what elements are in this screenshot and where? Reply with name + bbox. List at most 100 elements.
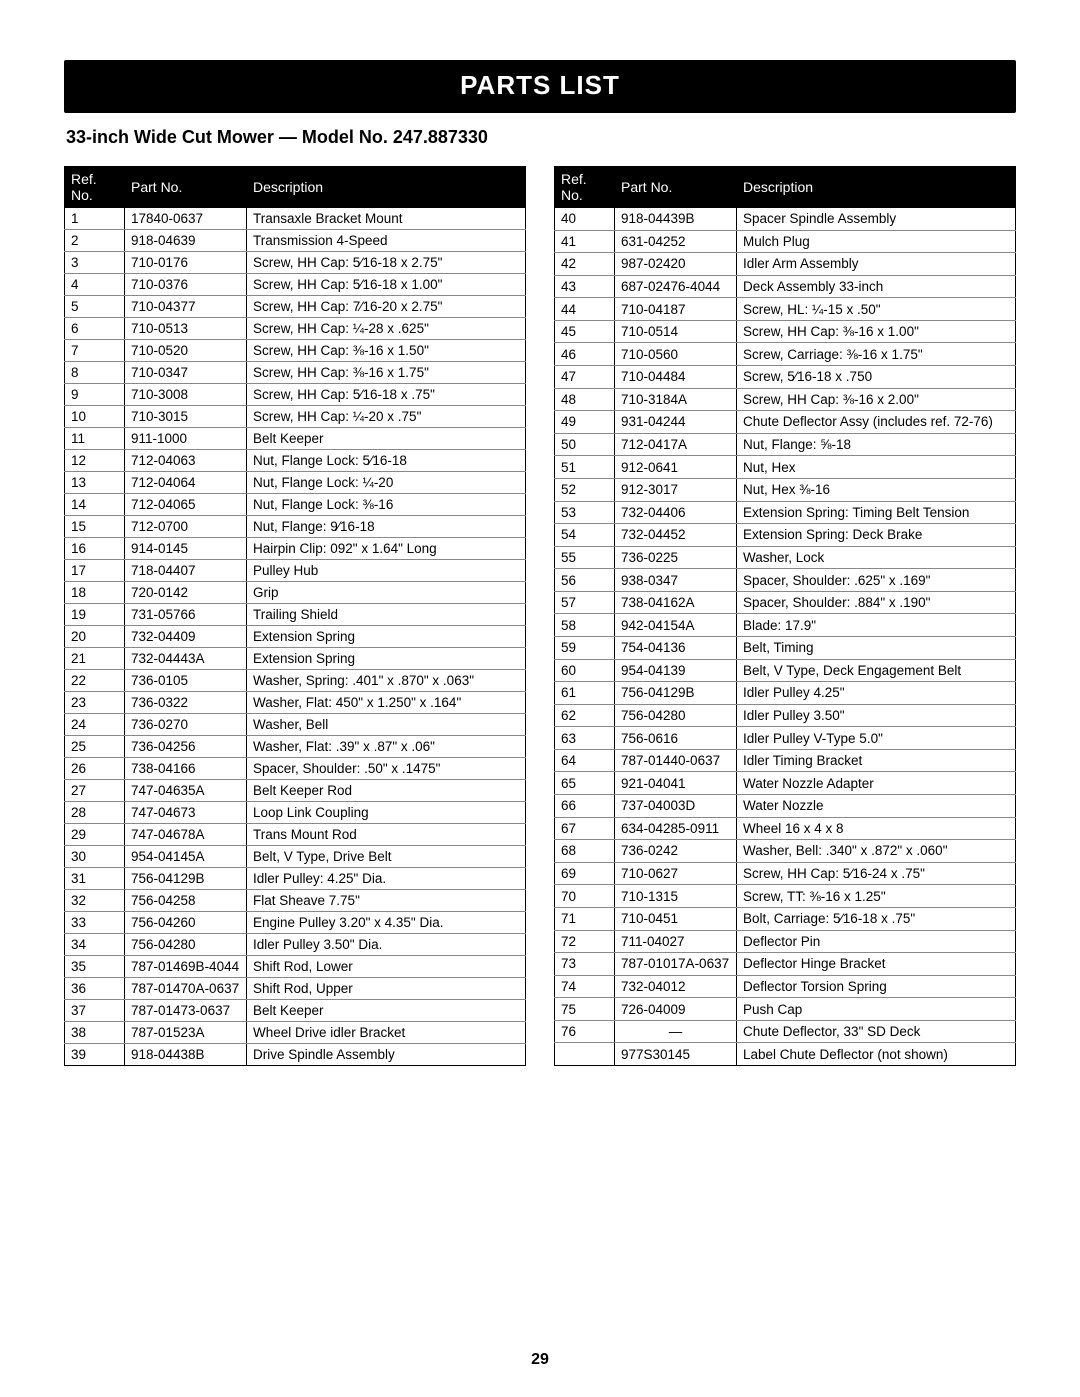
cell-ref: 47 <box>555 366 615 389</box>
cell-ref: 74 <box>555 975 615 998</box>
cell-part: 977S30145 <box>615 1043 737 1066</box>
cell-desc: Screw, HH Cap: ¼-20 x .75" <box>247 406 526 428</box>
table-row: 47710-04484Screw, 5⁄16-18 x .750 <box>555 366 1016 389</box>
cell-desc: Belt Keeper <box>247 1000 526 1022</box>
table-row: 18720-0142Grip <box>65 582 526 604</box>
cell-part: 711-04027 <box>615 930 737 953</box>
table-row: 26738-04166Spacer, Shoulder: .50" x .147… <box>65 758 526 780</box>
table-row: 49931-04244Chute Deflector Assy (include… <box>555 411 1016 434</box>
table-row: 29747-04678ATrans Mount Rod <box>65 824 526 846</box>
table-row: 977S30145Label Chute Deflector (not show… <box>555 1043 1016 1066</box>
table-row: 23736-0322Washer, Flat: 450" x 1.250" x … <box>65 692 526 714</box>
cell-desc: Screw, HH Cap: ⅜-16 x 2.00" <box>737 388 1016 411</box>
table-row: 3710-0176Screw, HH Cap: 5⁄16-18 x 2.75" <box>65 252 526 274</box>
cell-desc: Chute Deflector, 33" SD Deck <box>737 1020 1016 1043</box>
cell-desc: Nut, Hex ⅜-16 <box>737 478 1016 501</box>
table-row: 37787-01473-0637Belt Keeper <box>65 1000 526 1022</box>
cell-desc: Washer, Bell: .340" x .872" x .060" <box>737 840 1016 863</box>
table-row: 35787-01469B-4044Shift Rod, Lower <box>65 956 526 978</box>
cell-desc: Flat Sheave 7.75" <box>247 890 526 912</box>
table-row: 10710-3015Screw, HH Cap: ¼-20 x .75" <box>65 406 526 428</box>
cell-ref: 29 <box>65 824 125 846</box>
cell-part: 787-01523A <box>125 1022 247 1044</box>
cell-part: 918-04438B <box>125 1044 247 1066</box>
table-row: 43687-02476-4044Deck Assembly 33-inch <box>555 275 1016 298</box>
cell-ref: 2 <box>65 230 125 252</box>
table-row: 28747-04673Loop Link Coupling <box>65 802 526 824</box>
cell-part: 710-0560 <box>615 343 737 366</box>
cell-part: 634-04285-0911 <box>615 817 737 840</box>
cell-desc: Trailing Shield <box>247 604 526 626</box>
cell-ref: 7 <box>65 340 125 362</box>
cell-desc: Idler Timing Bracket <box>737 749 1016 772</box>
table-row: 45710-0514Screw, HH Cap: ⅜-16 x 1.00" <box>555 320 1016 343</box>
cell-desc: Idler Pulley 3.50" Dia. <box>247 934 526 956</box>
cell-part: 712-0700 <box>125 516 247 538</box>
table-row: 20732-04409Extension Spring <box>65 626 526 648</box>
col-header-ref: Ref. No. <box>65 167 125 208</box>
cell-ref: 23 <box>65 692 125 714</box>
cell-ref: 56 <box>555 569 615 592</box>
cell-part: 738-04166 <box>125 758 247 780</box>
cell-desc: Idler Pulley 3.50" <box>737 704 1016 727</box>
cell-part: 736-0225 <box>615 546 737 569</box>
cell-desc: Washer, Bell <box>247 714 526 736</box>
cell-part: 747-04635A <box>125 780 247 802</box>
cell-ref: 41 <box>555 230 615 253</box>
cell-part: 737-04003D <box>615 795 737 818</box>
cell-part: 712-04064 <box>125 472 247 494</box>
cell-ref: 69 <box>555 862 615 885</box>
cell-desc: Engine Pulley 3.20" x 4.35" Dia. <box>247 912 526 934</box>
cell-part: 912-0641 <box>615 456 737 479</box>
cell-part: 17840-0637 <box>125 208 247 230</box>
cell-part: 738-04162A <box>615 591 737 614</box>
table-row: 6710-0513Screw, HH Cap: ¼-28 x .625" <box>65 318 526 340</box>
cell-part: 710-0627 <box>615 862 737 885</box>
cell-part: 787-01469B-4044 <box>125 956 247 978</box>
cell-part: 736-0105 <box>125 670 247 692</box>
cell-part: 954-04145A <box>125 846 247 868</box>
cell-part: 918-04639 <box>125 230 247 252</box>
table-row: 16914-0145Hairpin Clip: 092" x 1.64" Lon… <box>65 538 526 560</box>
cell-part: 710-3008 <box>125 384 247 406</box>
cell-ref: 3 <box>65 252 125 274</box>
cell-part: 710-0347 <box>125 362 247 384</box>
cell-desc: Transaxle Bracket Mount <box>247 208 526 230</box>
cell-ref: 40 <box>555 208 615 231</box>
table-row: 12712-04063Nut, Flange Lock: 5⁄16-18 <box>65 450 526 472</box>
table-row: 19731-05766Trailing Shield <box>65 604 526 626</box>
table-row: 75726-04009Push Cap <box>555 998 1016 1021</box>
cell-part: 732-04012 <box>615 975 737 998</box>
table-row: 117840-0637Transaxle Bracket Mount <box>65 208 526 230</box>
cell-part: 931-04244 <box>615 411 737 434</box>
cell-part: 687-02476-4044 <box>615 275 737 298</box>
cell-ref: 33 <box>65 912 125 934</box>
table-row: 56938-0347Spacer, Shoulder: .625" x .169… <box>555 569 1016 592</box>
table-row: 11911-1000Belt Keeper <box>65 428 526 450</box>
cell-desc: Water Nozzle <box>737 795 1016 818</box>
table-row: 53732-04406Extension Spring: Timing Belt… <box>555 501 1016 524</box>
col-header-part: Part No. <box>615 167 737 208</box>
table-row: 72711-04027Deflector Pin <box>555 930 1016 953</box>
table-row: 4710-0376Screw, HH Cap: 5⁄16-18 x 1.00" <box>65 274 526 296</box>
cell-desc: Screw, HH Cap: 7⁄16-20 x 2.75" <box>247 296 526 318</box>
cell-desc: Deflector Torsion Spring <box>737 975 1016 998</box>
cell-part: 787-01473-0637 <box>125 1000 247 1022</box>
cell-desc: Label Chute Deflector (not shown) <box>737 1043 1016 1066</box>
cell-ref: 14 <box>65 494 125 516</box>
cell-part: 921-04041 <box>615 772 737 795</box>
cell-part: 756-04129B <box>615 682 737 705</box>
cell-part: 718-04407 <box>125 560 247 582</box>
table-row: 39918-04438BDrive Spindle Assembly <box>65 1044 526 1066</box>
cell-desc: Spacer Spindle Assembly <box>737 208 1016 231</box>
cell-ref: 19 <box>65 604 125 626</box>
cell-desc: Washer, Flat: .39" x .87" x .06" <box>247 736 526 758</box>
cell-part: 712-04065 <box>125 494 247 516</box>
table-row: 69710-0627Screw, HH Cap: 5⁄16-24 x .75" <box>555 862 1016 885</box>
cell-desc: Blade: 17.9" <box>737 614 1016 637</box>
table-row: 7710-0520Screw, HH Cap: ⅜-16 x 1.50" <box>65 340 526 362</box>
page-title: PARTS LIST <box>460 70 620 100</box>
table-row: 31756-04129BIdler Pulley: 4.25" Dia. <box>65 868 526 890</box>
cell-desc: Grip <box>247 582 526 604</box>
cell-desc: Screw, TT: ⅜-16 x 1.25" <box>737 885 1016 908</box>
